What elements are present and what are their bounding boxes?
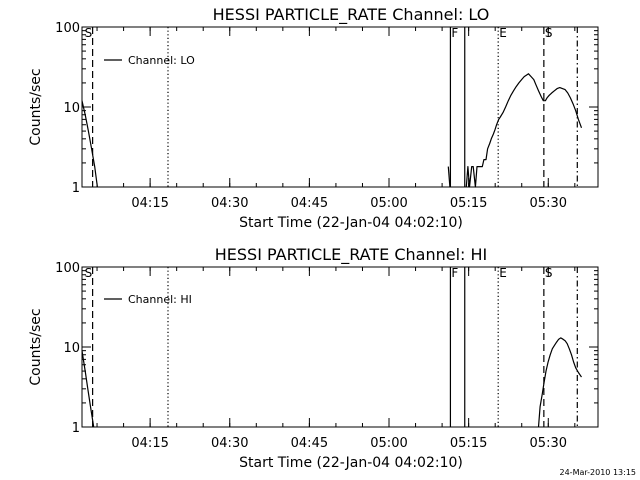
event-marker-label: F: [451, 26, 458, 40]
x-tick-label: 04:45: [291, 196, 328, 211]
event-marker-label: E: [499, 26, 507, 40]
x-axis-label: Start Time (22-Jan-04 04:02:10): [239, 455, 463, 471]
y-tick-label: 10: [63, 101, 80, 116]
x-tick-label: 05:30: [530, 196, 567, 211]
y-tick-label: 1: [72, 181, 80, 196]
x-tick-label: 04:15: [131, 436, 168, 451]
chart-panel-lo: HESSI PARTICLE_RATE Channel: LO Start Ti…: [28, 5, 599, 231]
x-axis-label: Start Time (22-Jan-04 04:02:10): [239, 215, 463, 231]
legend: Channel: LO: [104, 54, 195, 67]
legend-entry: Channel: HI: [128, 293, 192, 306]
series-line-segment: [447, 166, 451, 188]
series-line-segment: [465, 73, 583, 188]
event-marker-label: F: [451, 266, 458, 280]
series-line-segment: [81, 100, 98, 188]
x-tick-label: 04:30: [211, 436, 248, 451]
y-tick-label: 100: [55, 261, 80, 276]
chart-title: HESSI PARTICLE_RATE Channel: HI: [215, 245, 488, 265]
y-tick-label: 100: [55, 21, 80, 36]
x-tick-label: 05:00: [370, 436, 407, 451]
x-tick-label: 04:30: [211, 196, 248, 211]
y-tick-label: 1: [72, 421, 80, 436]
chart-title: HESSI PARTICLE_RATE Channel: LO: [213, 5, 490, 25]
legend-entry: Channel: LO: [128, 54, 195, 67]
event-marker-label: E: [499, 266, 507, 280]
chart-panel-hi: HESSI PARTICLE_RATE Channel: HI Start Ti…: [28, 245, 599, 471]
event-marker-label: S: [85, 266, 93, 280]
x-tick-label: 04:15: [131, 196, 168, 211]
timestamp: 24-Mar-2010 13:15: [560, 468, 637, 477]
y-axis-label: Counts/sec: [28, 68, 44, 145]
series-line-segment: [537, 337, 582, 428]
x-tick-label: 05:30: [530, 436, 567, 451]
x-tick-label: 05:00: [370, 196, 407, 211]
x-tick-label: 05:15: [450, 436, 487, 451]
legend: Channel: HI: [104, 293, 192, 306]
event-marker-label: S: [85, 26, 93, 40]
x-tick-label: 04:45: [291, 436, 328, 451]
y-tick-label: 10: [63, 341, 80, 356]
x-tick-label: 05:15: [450, 196, 487, 211]
y-axis-label: Counts/sec: [28, 308, 44, 385]
